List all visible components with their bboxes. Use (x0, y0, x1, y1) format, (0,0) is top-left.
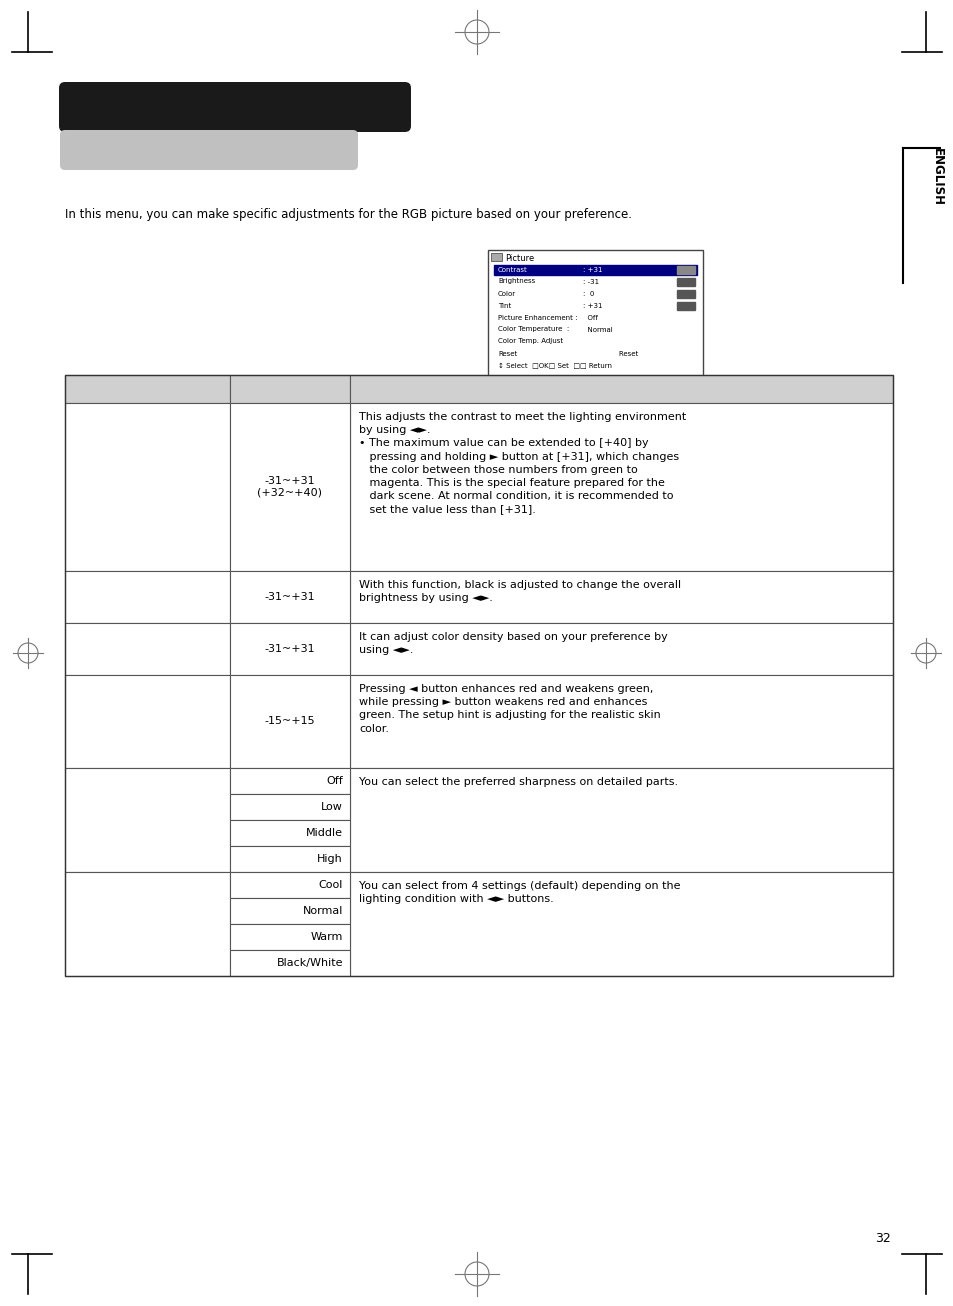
Text: You can select the preferred sharpness on detailed parts.: You can select the preferred sharpness o… (358, 777, 678, 788)
Bar (350, 872, 892, 976)
Bar (491, 253, 501, 261)
Bar (350, 675, 892, 768)
Bar (65, 571, 230, 623)
Text: High: High (317, 854, 343, 865)
Text: Reset: Reset (582, 350, 638, 357)
Bar (677, 302, 695, 310)
Text: -31~+31
(+32~+40): -31~+31 (+32~+40) (257, 477, 322, 498)
Text: Color Temp. Adjust: Color Temp. Adjust (497, 338, 562, 345)
Text: 32: 32 (874, 1232, 890, 1245)
Bar (230, 846, 350, 872)
Text: Off: Off (582, 315, 598, 320)
Text: Tint: Tint (497, 303, 511, 308)
Bar (65, 675, 230, 768)
Text: : +31: : +31 (582, 303, 602, 308)
Text: ↕ Select  □OK□ Set  □□ Return: ↕ Select □OK□ Set □□ Return (497, 363, 612, 368)
Bar (350, 623, 892, 675)
Text: This adjusts the contrast to meet the lighting environment
by using ◄►.
• The ma: This adjusts the contrast to meet the li… (358, 411, 685, 515)
Bar (65, 375, 230, 404)
Text: Low: Low (321, 802, 343, 812)
Text: Normal: Normal (582, 326, 612, 333)
Bar (65, 375, 892, 976)
Text: You can select from 4 settings (default) depending on the
lighting condition wit: You can select from 4 settings (default)… (358, 882, 679, 904)
Bar (230, 375, 350, 404)
Text: Warm: Warm (311, 932, 343, 942)
FancyBboxPatch shape (59, 82, 411, 132)
Bar (677, 266, 695, 274)
Text: It can adjust color density based on your preference by
using ◄►.: It can adjust color density based on you… (358, 632, 667, 656)
Text: : -31: : -31 (582, 278, 598, 285)
Text: Pressing ◄ button enhances red and weakens green,
while pressing ► button weaken: Pressing ◄ button enhances red and weake… (358, 684, 660, 734)
Bar (230, 794, 350, 820)
Bar (230, 949, 350, 976)
Text: Color: Color (497, 290, 516, 296)
Bar (65, 623, 230, 675)
Bar (350, 571, 892, 623)
Bar (350, 768, 892, 872)
Bar (230, 675, 350, 768)
Bar (230, 872, 350, 899)
Bar (65, 768, 230, 872)
Bar (230, 899, 350, 925)
Bar (65, 872, 230, 976)
Text: Off: Off (326, 776, 343, 786)
Text: Cool: Cool (318, 880, 343, 889)
Bar (65, 404, 230, 571)
Text: With this function, black is adjusted to change the overall
brightness by using : With this function, black is adjusted to… (358, 580, 680, 603)
Text: Normal: Normal (302, 906, 343, 916)
Text: :  0: : 0 (582, 290, 594, 296)
Text: Middle: Middle (306, 828, 343, 838)
Text: Black/White: Black/White (276, 959, 343, 968)
Bar (677, 290, 695, 298)
Bar (488, 249, 702, 377)
Bar (230, 623, 350, 675)
Text: Picture: Picture (504, 253, 534, 263)
Bar (677, 266, 695, 274)
Bar (350, 375, 892, 404)
Text: Brightness: Brightness (497, 278, 535, 285)
FancyBboxPatch shape (60, 131, 357, 170)
Bar (230, 925, 350, 949)
Text: Picture Enhancement :: Picture Enhancement : (497, 315, 577, 320)
Bar (230, 571, 350, 623)
Bar (230, 404, 350, 571)
Bar (230, 820, 350, 846)
Bar (350, 404, 892, 571)
Text: Contrast: Contrast (497, 266, 527, 273)
Bar (230, 768, 350, 794)
Text: In this menu, you can make specific adjustments for the RGB picture based on you: In this menu, you can make specific adju… (65, 208, 631, 221)
Text: -15~+15: -15~+15 (264, 717, 315, 726)
Text: Color Temperature  :: Color Temperature : (497, 326, 569, 333)
Text: ENGLISH: ENGLISH (929, 148, 943, 206)
Bar (494, 265, 697, 276)
Text: -31~+31: -31~+31 (264, 592, 315, 602)
Text: : +31: : +31 (582, 266, 602, 273)
Bar (677, 278, 695, 286)
Text: -31~+31: -31~+31 (264, 644, 315, 654)
Text: Reset: Reset (497, 350, 517, 357)
